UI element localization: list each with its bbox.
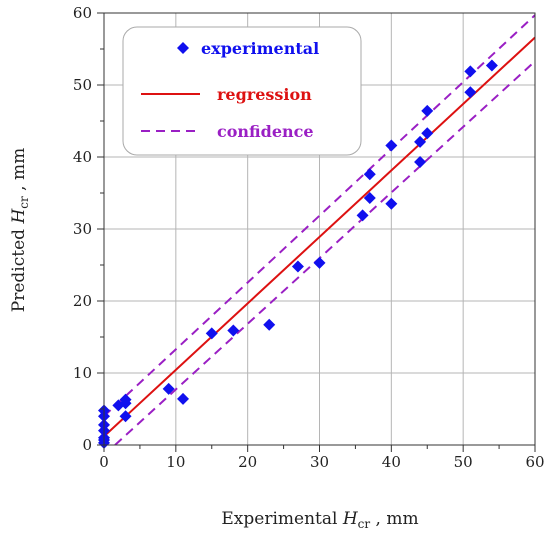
regression-line	[104, 36, 535, 438]
data-point	[414, 156, 427, 169]
data-point	[263, 318, 276, 331]
axes: 0 10 20 30 40 50 60 0 10 20 30 40 50 60	[73, 4, 545, 471]
data-point	[464, 65, 477, 78]
y-tick-label: 40	[73, 148, 92, 166]
data-point	[119, 410, 132, 423]
legend-label-experimental: experimental	[201, 39, 319, 58]
data-point	[363, 192, 376, 205]
x-tick-label: 10	[166, 453, 185, 471]
x-axis-title: Experimental Hcr , mm	[221, 509, 418, 531]
data-point	[385, 197, 398, 210]
data-point	[464, 86, 477, 99]
data-point	[421, 127, 434, 140]
y-tick-label: 60	[73, 4, 92, 22]
x-tick-label: 60	[525, 453, 544, 471]
x-tick-label: 50	[454, 453, 473, 471]
plot-frame	[103, 12, 536, 446]
data-point	[291, 260, 304, 273]
legend-label-confidence: confidence	[217, 122, 314, 141]
confidence-line	[104, 14, 535, 417]
data-point	[177, 392, 190, 405]
x-tick-label: 40	[382, 453, 401, 471]
data-point	[363, 168, 376, 181]
data-point	[414, 135, 427, 148]
data-point	[313, 256, 326, 269]
data-point	[356, 209, 369, 222]
x-tick-label: 20	[238, 453, 257, 471]
data-point	[205, 327, 218, 340]
legend-items: experimental regression confidence	[141, 39, 319, 141]
y-tick-label: 10	[73, 364, 92, 382]
x-tick-label: 30	[310, 453, 329, 471]
y-axis-title: Predicted Hcr , mm	[9, 148, 31, 312]
data-point	[421, 104, 434, 117]
data-point	[485, 59, 498, 72]
data-point	[385, 139, 398, 152]
legend-label-regression: regression	[217, 85, 312, 104]
legend: experimental regression confidence	[122, 26, 362, 156]
y-tick-label: 20	[73, 292, 92, 310]
legend-box	[122, 26, 362, 156]
legend-marker-experimental	[177, 42, 189, 54]
y-tick-label: 50	[73, 76, 92, 94]
y-tick-label: 0	[82, 436, 92, 454]
x-tick-label: 0	[99, 453, 109, 471]
data-point	[227, 324, 240, 337]
data-point	[119, 393, 132, 406]
plot-area	[98, 14, 535, 449]
data-point	[162, 382, 175, 395]
y-tick-label: 30	[73, 220, 92, 238]
